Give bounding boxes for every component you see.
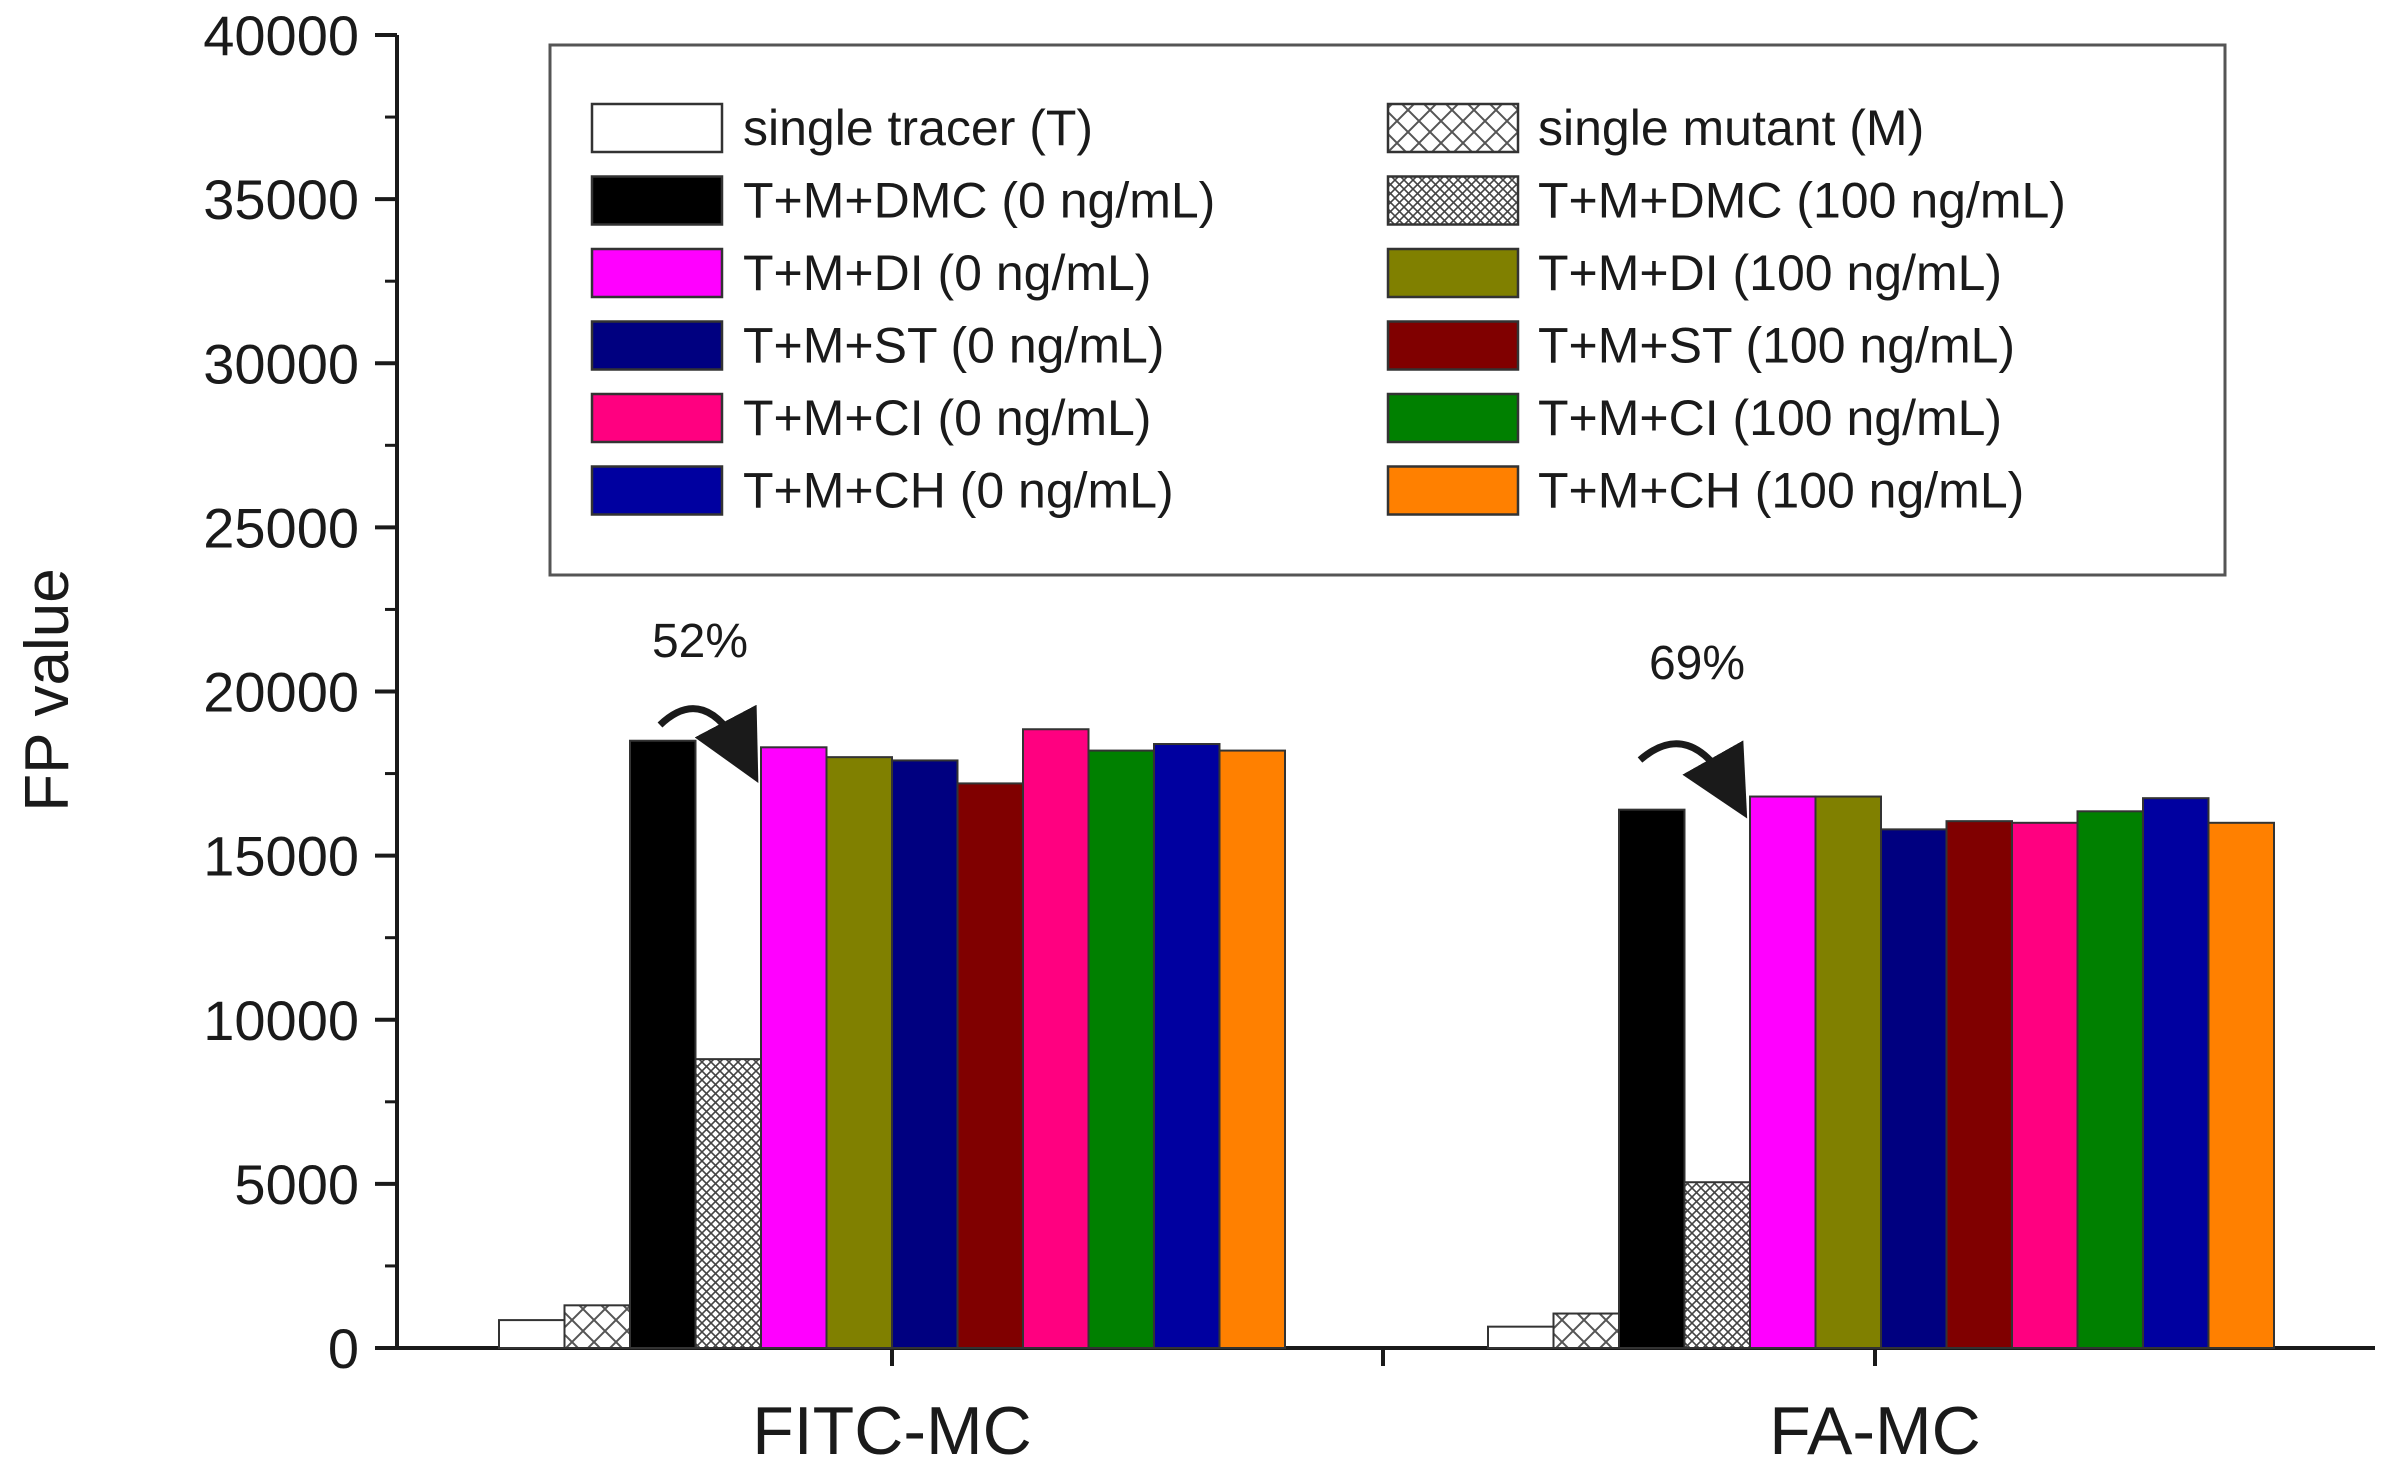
legend-label: T+M+DMC (0 ng/mL) (743, 173, 1215, 229)
y-tick-label: 0 (328, 1317, 359, 1380)
legend-swatch (590, 102, 724, 154)
legend-label: T+M+CH (0 ng/mL) (743, 463, 1174, 519)
bar (1814, 795, 1882, 1349)
y-tick-label: 20000 (203, 661, 359, 724)
annotation-fitc-mc-percent: 52% (652, 615, 748, 668)
y-tick-label: 15000 (203, 825, 359, 888)
annotation-fa-mc-arrow (1637, 740, 1748, 819)
legend-swatch (1386, 320, 1520, 371)
bar (760, 746, 828, 1349)
bar (498, 1319, 566, 1350)
legend-swatch (590, 465, 724, 516)
bar (2076, 810, 2144, 1349)
legend-label: T+M+CI (0 ng/mL) (743, 390, 1151, 446)
legend-swatch (590, 247, 724, 299)
legend-swatch (1386, 465, 1520, 516)
legend-label: single mutant (M) (1538, 100, 1924, 156)
bar (1218, 749, 1286, 1349)
y-tick-label: 40000 (203, 4, 359, 67)
legend-swatch (590, 320, 724, 371)
category-label-fitc-mc: FITC-MC (752, 1393, 1031, 1469)
bar (1683, 1181, 1751, 1350)
legend-label: single tracer (T) (743, 100, 1093, 156)
legend-swatch (590, 392, 724, 444)
bar (1552, 1312, 1620, 1349)
legend-label: T+M+DI (0 ng/mL) (743, 245, 1151, 301)
bar (1087, 749, 1155, 1349)
bar (694, 1058, 762, 1349)
legend-label: T+M+CI (100 ng/mL) (1538, 390, 2002, 446)
bar (2207, 821, 2275, 1349)
annotations: 52% 69% (652, 615, 1748, 819)
bar (2011, 821, 2079, 1349)
legend-items: single tracer (T) single mutant (M) T+M+DM… (590, 100, 2066, 519)
legend-label: T+M+CH (100 ng/mL) (1538, 463, 2024, 519)
annotation-fa-mc-percent: 69% (1649, 637, 1745, 690)
bar (1618, 808, 1686, 1349)
legend-label: T+M+ST (0 ng/mL) (743, 318, 1164, 374)
category-label-fa-mc: FA-MC (1769, 1393, 1981, 1469)
y-axis-title: FP value (13, 568, 82, 812)
legend-label: T+M+ST (100 ng/mL) (1538, 318, 2015, 374)
y-tick-label: 10000 (203, 989, 359, 1052)
bar (2142, 797, 2210, 1349)
y-tick-label: 30000 (203, 332, 359, 395)
legend-label: T+M+DI (100 ng/mL) (1538, 245, 2002, 301)
bar (1153, 743, 1221, 1349)
y-tick-label: 25000 (203, 496, 359, 559)
legend-swatch (1386, 175, 1520, 226)
bar (1487, 1325, 1555, 1349)
bar (1022, 728, 1090, 1349)
legend-swatch (590, 175, 724, 226)
legend-swatch (1386, 102, 1520, 154)
bar (563, 1304, 631, 1350)
annotation-fitc-mc-arrow (657, 704, 759, 783)
legend-label: T+M+DMC (100 ng/mL) (1538, 173, 2066, 229)
y-ticks: 0 5000 10000 15000 20000 25000 30000 35000 40000 (203, 4, 397, 1380)
legend: single tracer (T) single mutant (M) T+M+DM… (548, 43, 2227, 577)
legend-swatch (1386, 247, 1520, 299)
bar (629, 739, 697, 1349)
y-tick-label: 5000 (234, 1153, 359, 1216)
legend-swatch (1386, 392, 1520, 444)
bars (498, 728, 2275, 1350)
bar (1945, 820, 2013, 1349)
bar (1880, 828, 1948, 1349)
bar (891, 759, 959, 1349)
y-tick-label: 35000 (203, 168, 359, 231)
bar (825, 756, 893, 1349)
bar (956, 782, 1024, 1349)
bar (1749, 795, 1817, 1349)
